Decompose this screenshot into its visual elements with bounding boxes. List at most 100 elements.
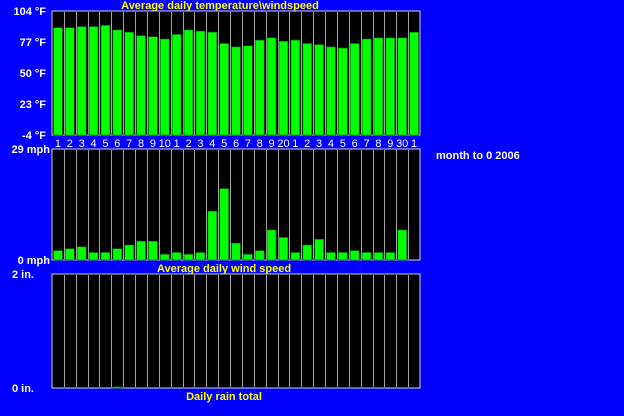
day-x-tick: 2	[185, 138, 191, 150]
temperature-bars	[53, 25, 419, 136]
day-x-tick: 3	[79, 138, 85, 150]
wind-bar	[361, 252, 372, 261]
temperature-bar	[326, 46, 336, 136]
wind-bar	[349, 250, 360, 261]
day-x-tick: 5	[102, 138, 108, 150]
wind-bar	[373, 252, 384, 261]
day-x-tick: 5	[221, 138, 227, 150]
rain-bars	[112, 386, 123, 389]
rain-grid	[64, 275, 409, 387]
wind-bar	[88, 252, 99, 261]
wind-chart-title: Average daily wind speed	[157, 263, 291, 275]
day-x-tick: 10	[159, 138, 171, 150]
wind-bar	[183, 254, 194, 261]
wind-bar	[65, 248, 75, 261]
wind-bar	[266, 229, 277, 261]
day-x-tick: 4	[90, 138, 96, 150]
day-x-tick: 1	[174, 138, 180, 150]
wind-bar	[136, 240, 146, 261]
temperature-y-tick: 77 °F	[20, 37, 47, 49]
temperature-bar	[385, 37, 396, 136]
period-label: month to 0 2006	[436, 150, 520, 162]
temperature-y-tick: 50 °F	[20, 68, 47, 80]
temperature-chart: Average daily temperature\windspeed 104 …	[13, 0, 421, 150]
temperature-bar	[278, 40, 289, 136]
temperature-bar	[88, 26, 99, 136]
rain-y-ticks: 2 in. 0 in.	[12, 269, 34, 395]
wind-bar	[171, 252, 182, 261]
temperature-bar	[231, 46, 241, 136]
wind-chart: 29 mph 0 mph Average daily wind speed	[11, 144, 421, 275]
temperature-bar	[409, 31, 419, 136]
wind-bar	[302, 244, 312, 261]
temperature-bar	[124, 31, 134, 136]
wind-y-tick: 29 mph	[11, 144, 50, 156]
wind-bars	[53, 188, 407, 261]
temperature-bar	[373, 37, 384, 136]
wind-grid	[64, 150, 409, 259]
wind-bar	[195, 252, 206, 261]
day-x-tick: 3	[197, 138, 203, 150]
day-x-tick: 9	[269, 138, 275, 150]
temperature-bar	[338, 47, 348, 136]
temperature-y-tick: 104 °F	[13, 6, 46, 18]
temperature-y-tick: -4 °F	[22, 130, 46, 142]
day-x-tick: 30	[396, 138, 408, 150]
temperature-bar	[290, 39, 301, 136]
temperature-bar	[207, 31, 217, 136]
day-x-tick: 9	[387, 138, 393, 150]
wind-bar	[160, 254, 170, 261]
temperature-bar	[302, 43, 312, 136]
temperature-bar	[361, 38, 372, 136]
temperature-bar	[136, 35, 146, 136]
temperature-bar	[100, 25, 111, 136]
temperature-bar	[65, 27, 75, 136]
day-x-tick: 6	[233, 138, 239, 150]
wind-bar	[231, 242, 241, 261]
day-x-ticks: 1 2 3 4 5 6 7 8 9 10 1 2 3 4 5 6 7 8 9 20 1 2 3 4 5 6 7 8 9 30 1	[55, 138, 417, 150]
day-x-tick: 1	[411, 138, 417, 150]
temperature-bar	[112, 29, 123, 136]
rain-chart: 2 in. 0 in. Daily rain total	[12, 269, 421, 403]
wind-bar	[112, 248, 123, 261]
wind-bar	[314, 239, 324, 261]
day-x-tick: 4	[209, 138, 215, 150]
day-x-tick: 1	[292, 138, 298, 150]
temperature-bar	[160, 38, 170, 136]
wind-bar	[148, 240, 158, 261]
day-x-tick: 5	[340, 138, 346, 150]
rain-y-tick: 0 in.	[12, 383, 34, 395]
wind-bar	[338, 252, 348, 261]
wind-bar	[124, 244, 134, 261]
day-x-tick: 8	[375, 138, 381, 150]
wind-bar	[219, 188, 229, 261]
temperature-bar	[148, 36, 158, 136]
day-x-tick: 20	[277, 138, 289, 150]
wind-bar	[207, 210, 217, 261]
day-x-tick: 2	[67, 138, 73, 150]
day-x-tick: 2	[304, 138, 310, 150]
temperature-bar	[219, 43, 229, 136]
wind-bar	[326, 252, 336, 261]
temperature-bar	[266, 37, 277, 136]
wind-bar	[255, 250, 265, 261]
day-x-tick: 1	[55, 138, 61, 150]
wind-bar	[76, 246, 87, 261]
temperature-chart-title: Average daily temperature\windspeed	[121, 0, 319, 12]
wind-bar	[385, 252, 396, 261]
day-x-tick: 4	[328, 138, 334, 150]
rain-bar	[112, 386, 123, 389]
rain-y-tick: 2 in.	[12, 269, 34, 281]
temperature-bar	[255, 39, 265, 136]
wind-plot-area	[51, 148, 421, 261]
wind-bar	[397, 229, 407, 261]
day-x-tick: 6	[114, 138, 120, 150]
day-x-tick: 7	[126, 138, 132, 150]
temperature-bar	[53, 27, 63, 136]
day-x-tick: 6	[352, 138, 358, 150]
day-x-tick: 9	[150, 138, 156, 150]
day-x-tick: 3	[316, 138, 322, 150]
day-x-tick: 8	[138, 138, 144, 150]
temperature-bar	[243, 45, 253, 136]
